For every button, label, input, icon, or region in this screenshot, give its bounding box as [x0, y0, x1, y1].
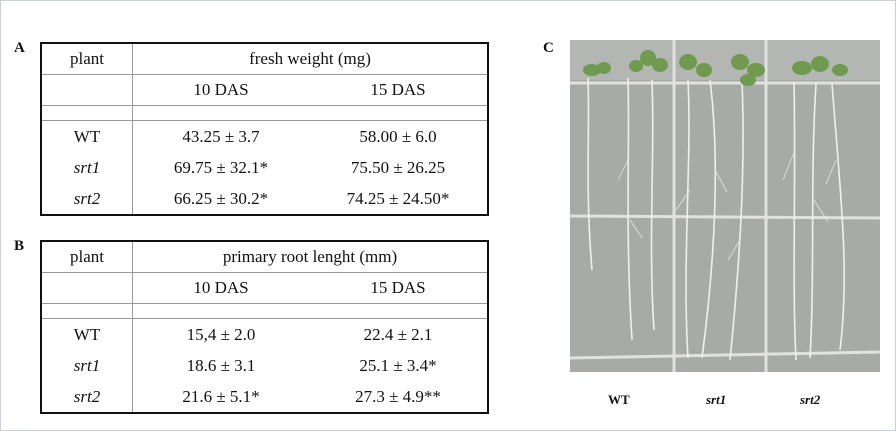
header-cell: plant: [41, 241, 133, 273]
seedling-photo: [570, 40, 880, 372]
plant-cell: srt2: [73, 188, 101, 208]
header-cell: fresh weight (mg): [132, 43, 488, 75]
caption: srt1: [706, 392, 727, 407]
data-row: WT 15,4 ± 2.0 22.4 ± 2.1: [41, 318, 488, 350]
cell: [41, 105, 133, 121]
plant-cell: srt1: [73, 157, 101, 177]
data-row: srt1 69.75 ± 32.1* 75.50 ± 26.25: [41, 152, 488, 183]
value-cell: 25.1 ± 3.4*: [359, 355, 437, 375]
data-row: WT 43.25 ± 3.7 58.00 ± 6.0: [41, 120, 488, 152]
cell: [309, 303, 488, 319]
cell: [41, 303, 133, 319]
value-cell: 74.25 ± 24.50*: [346, 188, 450, 208]
panel-label: C: [543, 40, 554, 56]
cell: [132, 303, 309, 319]
subheader-row: 10 DAS 15 DAS: [41, 272, 488, 304]
header-cell: primary root lenght (mm): [132, 241, 488, 273]
subheader-cell: 10 DAS: [132, 272, 309, 304]
spacer-row: [41, 105, 488, 121]
plant-cell: srt2: [73, 386, 101, 406]
plant-cell: srt1: [73, 355, 101, 375]
subheader-cell: 10 DAS: [132, 74, 309, 106]
value-cell: 69.75 ± 32.1*: [132, 152, 309, 183]
value-cell: 43.25 ± 3.7: [132, 120, 309, 152]
table: plant primary root lenght (mm) 10 DAS 15 DA…: [40, 240, 489, 414]
cell: [41, 74, 133, 106]
value-cell: 75.50 ± 26.25: [350, 157, 446, 177]
caption: srt2: [800, 392, 821, 407]
spacer-row: [41, 303, 488, 319]
header-row: plant primary root lenght (mm): [41, 241, 488, 273]
data-row: srt1 18.6 ± 3.1 25.1 ± 3.4*: [41, 350, 488, 381]
value-cell: 15,4 ± 2.0: [132, 318, 309, 350]
cell: [41, 272, 133, 304]
value-cell: 21.6 ± 5.1*: [132, 381, 309, 413]
panel-label: B: [14, 238, 25, 254]
caption: WT: [608, 392, 630, 407]
plant-cell: WT: [73, 126, 101, 146]
cell: [132, 105, 309, 121]
value-cell: 18.6 ± 3.1: [132, 350, 309, 381]
data-row: srt2 66.25 ± 30.2* 74.25 ± 24.50*: [41, 183, 488, 215]
cell: [309, 105, 488, 121]
value-cell: 58.00 ± 6.0: [359, 126, 437, 146]
value-cell: 27.3 ± 4.9**: [355, 386, 441, 406]
subheader-row: 10 DAS 15 DAS: [41, 74, 488, 106]
header-row: plant fresh weight (mg): [41, 43, 488, 75]
plant-cell: WT: [73, 324, 101, 344]
value-cell: 22.4 ± 2.1: [363, 324, 433, 344]
table: plant fresh weight (mg) 10 DAS 15 DAS WT 43.2…: [40, 42, 489, 216]
data-row: srt2 21.6 ± 5.1* 27.3 ± 4.9**: [41, 381, 488, 413]
subheader-cell: 15 DAS: [309, 74, 488, 106]
header-cell: plant: [41, 43, 133, 75]
subheader-cell: 15 DAS: [309, 272, 488, 304]
value-cell: 66.25 ± 30.2*: [132, 183, 309, 215]
panel-label: A: [14, 40, 25, 56]
